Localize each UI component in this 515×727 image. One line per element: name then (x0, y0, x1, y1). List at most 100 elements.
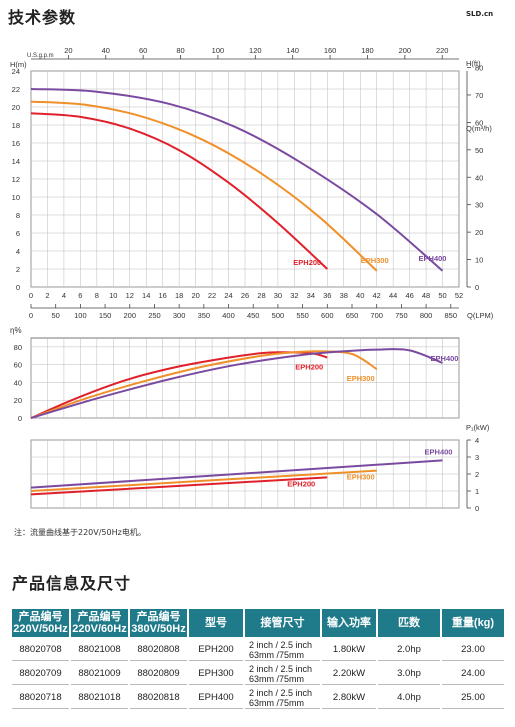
cell-weight: 24.00 (442, 663, 504, 685)
col-header-code-220-60: 产品编号 220V/60Hz (71, 609, 128, 637)
gpm-tick-label: 180 (361, 46, 374, 55)
lpm-tick-label: 450 (247, 311, 260, 320)
y-tick-label: 10 (12, 193, 20, 202)
x-tick-label: 28 (257, 291, 265, 300)
x-tick-label: 0 (29, 291, 33, 300)
x-tick-label: 20 (191, 291, 199, 300)
x-tick-label: 52 (455, 291, 463, 300)
gpm-tick-label: 20 (64, 46, 72, 55)
lpm-tick-label: 750 (395, 311, 408, 320)
col-header-model: 型号 (189, 609, 243, 637)
ft-tick-label: 30 (475, 201, 483, 210)
cell-code: 88020808 (130, 639, 187, 661)
x-tick-label: 46 (405, 291, 413, 300)
y-tick-label: 4 (16, 247, 20, 256)
curve-efficiency-eph400 (30, 348, 443, 419)
gpm-tick-label: 100 (212, 46, 225, 55)
cell-weight: 25.00 (442, 687, 504, 709)
x-tick-label: 50 (438, 291, 446, 300)
col-header-weight: 重量(kg) (442, 609, 504, 637)
gpm-tick-label: 120 (249, 46, 262, 55)
series-label: EPH400 (419, 254, 447, 263)
x-tick-label: 44 (389, 291, 397, 300)
cell-power: 2.80kW (322, 687, 376, 709)
series-label: EPH200 (293, 258, 321, 267)
y-tick-label: 40 (14, 378, 22, 387)
lpm-tick-label: 600 (321, 311, 334, 320)
cell-pipe: 2 inch / 2.5 inch 63mm /75mm (245, 639, 320, 661)
col-header-power: 输入功率 (322, 609, 376, 637)
cell-pipe: 2 inch / 2.5 inch 63mm /75mm (245, 663, 320, 685)
x-tick-label: 34 (307, 291, 315, 300)
y-tick-label: 1 (475, 487, 479, 496)
table-row: 88020709 88021009 88020809 EPH300 2 inch… (12, 663, 504, 685)
curve-power-eph300 (30, 469, 377, 492)
y-tick-label: 0 (475, 504, 479, 513)
x-tick-label: 48 (422, 291, 430, 300)
series-label: EPH400 (425, 447, 453, 456)
power-axis-label: P₁(kW) (466, 423, 490, 432)
series-label: EPH200 (287, 479, 315, 488)
x-tick-label: 32 (290, 291, 298, 300)
y-tick-label: 24 (12, 67, 20, 76)
gpm-tick-label: 200 (399, 46, 412, 55)
pump-performance-charts: 0 2 4 6 8 10 12 14 16 18 20 22 24 26 28 30 32 34 36 38 40 42 4… (10, 46, 494, 513)
cell-hp: 4.0hp (378, 687, 440, 709)
y-tick-label: 18 (12, 121, 20, 130)
lpm-tick-label: 100 (74, 311, 87, 320)
lpm-tick-label: 500 (272, 311, 285, 320)
cell-code: 88020718 (12, 687, 69, 709)
col-header-pipe: 接管尺寸 (245, 609, 320, 637)
cell-code: 88021018 (71, 687, 128, 709)
x-tick-label: 24 (224, 291, 232, 300)
x-tick-label: 36 (323, 291, 331, 300)
x-tick-label: 6 (78, 291, 82, 300)
cell-hp: 3.0hp (378, 663, 440, 685)
ft-tick-label: 40 (475, 173, 483, 182)
lpm-tick-label: 300 (173, 311, 186, 320)
ft-tick-label: 70 (475, 91, 483, 100)
ft-tick-label: 80 (475, 64, 483, 73)
cell-code: 88020709 (12, 663, 69, 685)
series-label: EPH400 (431, 354, 459, 363)
series-label: EPH300 (347, 374, 375, 383)
efficiency-axis-label: η% (10, 326, 22, 335)
y-tick-label: 0 (16, 283, 20, 292)
x-tick-label: 40 (356, 291, 364, 300)
x-tick-label: 30 (274, 291, 282, 300)
gpm-tick-label: 160 (324, 46, 337, 55)
ft-tick-label: 50 (475, 146, 483, 155)
x-tick-label: 42 (373, 291, 381, 300)
series-label: EPH200 (295, 363, 323, 372)
y-tick-label: 4 (475, 436, 479, 445)
col-header-hp: 匹数 (378, 609, 440, 637)
y-tick-label: 20 (14, 396, 22, 405)
cell-model: EPH300 (189, 663, 243, 685)
lpm-tick-label: 800 (420, 311, 433, 320)
lpm-tick-label: 550 (296, 311, 309, 320)
series-label: EPH300 (347, 473, 375, 482)
x-tick-label: 8 (95, 291, 99, 300)
lpm-axis-label: Q(LPM) (467, 311, 494, 320)
series-label: EPH300 (361, 256, 389, 265)
gpm-tick-label: 140 (286, 46, 299, 55)
brand-logo: SLD.cn (466, 10, 494, 18)
cell-pipe: 2 inch / 2.5 inch 63mm /75mm (245, 687, 320, 709)
x-tick-label: 2 (45, 291, 49, 300)
y-tick-label: 22 (12, 85, 20, 94)
x-tick-label: 10 (109, 291, 117, 300)
footnote: 注：流量曲线基于220V/50Hz电机。 (14, 528, 146, 537)
lpm-tick-label: 150 (99, 311, 112, 320)
y-axis-label: H(m) (10, 60, 27, 69)
x-tick-label: 26 (241, 291, 249, 300)
x-tick-label: 16 (159, 291, 167, 300)
table-row: 88020708 88021008 88020808 EPH200 2 inch… (12, 639, 504, 661)
cell-code: 88021008 (71, 639, 128, 661)
lpm-tick-label: 700 (370, 311, 383, 320)
col-header-code-220-50: 产品编号 220V/50Hz (12, 609, 69, 637)
table-header-row: 产品编号 220V/50Hz 产品编号 220V/60Hz 产品编号 380V/50H… (12, 609, 504, 637)
y-tick-label: 2 (16, 265, 20, 274)
lpm-tick-label: 200 (124, 311, 137, 320)
y-tick-label: 60 (14, 361, 22, 370)
y-tick-label: 16 (12, 139, 20, 148)
